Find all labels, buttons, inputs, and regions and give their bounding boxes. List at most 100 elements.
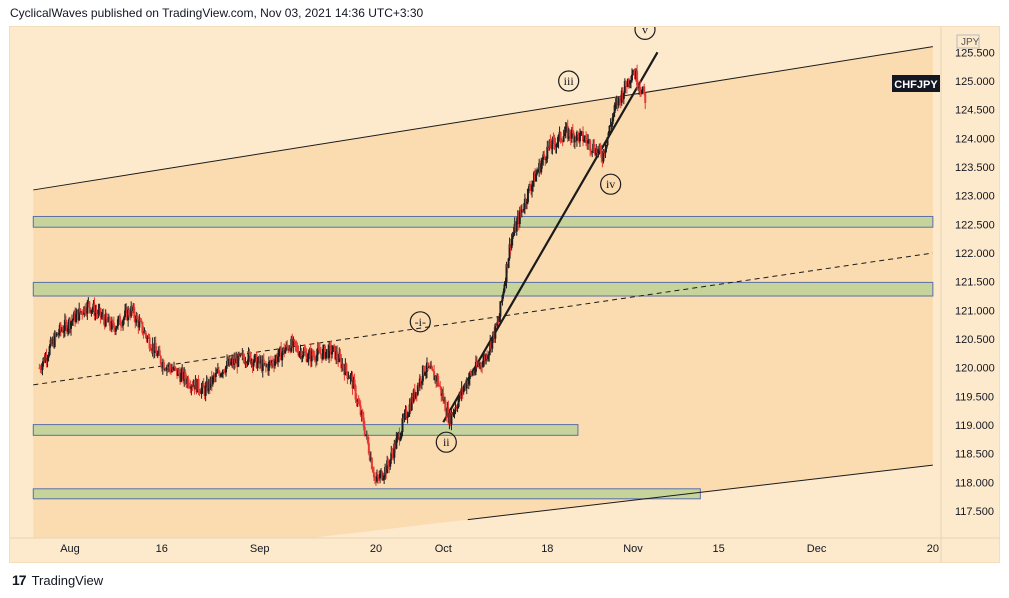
candle-body — [360, 411, 363, 416]
candle-body — [47, 354, 50, 358]
candle-body — [128, 309, 131, 316]
candle-body — [644, 92, 647, 103]
candle-body — [212, 376, 215, 378]
y-tick-label: 125.000 — [955, 76, 995, 88]
candle-body — [640, 91, 643, 94]
candle-body — [220, 373, 223, 375]
candle-body — [76, 310, 79, 314]
candle-body — [550, 147, 553, 150]
candle-body — [627, 78, 630, 84]
candle-body — [503, 284, 506, 292]
candle-body — [407, 414, 410, 417]
candle-body — [464, 384, 467, 389]
candle-body — [344, 363, 347, 375]
candle-body — [291, 338, 294, 347]
candle-body — [152, 344, 155, 353]
candle-body — [217, 369, 220, 374]
candle-body — [261, 359, 264, 371]
candle-body — [40, 369, 43, 371]
candle-body — [365, 434, 368, 436]
candle-body — [117, 316, 120, 320]
candle-body — [224, 371, 227, 373]
y-tick-label: 120.000 — [955, 363, 995, 375]
candle-body — [134, 317, 137, 323]
candle-body — [382, 478, 385, 480]
candle-body — [249, 353, 252, 364]
candle-body — [635, 70, 638, 80]
candle-body — [559, 132, 562, 141]
y-tick-label: 124.500 — [955, 105, 995, 117]
candle-body — [201, 382, 204, 388]
candle-body — [97, 310, 100, 315]
candle-body — [460, 387, 463, 396]
candle-body — [332, 345, 335, 352]
candle-body — [470, 373, 473, 376]
candle-body — [572, 133, 575, 143]
candle-body — [594, 152, 597, 156]
candle-body — [381, 471, 384, 480]
candle-body — [451, 412, 454, 416]
candle-body — [486, 354, 489, 360]
candle-body — [205, 381, 208, 386]
candle-body — [406, 416, 409, 418]
symbol-tag — [892, 75, 940, 92]
candle-body — [196, 378, 199, 393]
candle-body — [260, 360, 263, 371]
candle-body — [286, 344, 289, 347]
candle-body — [55, 332, 58, 336]
candle-body — [633, 72, 636, 74]
candle-body — [230, 361, 233, 365]
candle-body — [192, 385, 195, 387]
candle-body — [150, 350, 153, 352]
candle-body — [551, 138, 554, 150]
candle-body — [528, 186, 531, 190]
candle-body — [147, 336, 150, 338]
candle-body — [135, 315, 138, 323]
wave-label-circle — [634, 27, 656, 40]
candle-body — [556, 142, 559, 145]
candle-body — [615, 100, 618, 104]
candle-body — [38, 367, 41, 369]
candle-body — [403, 413, 406, 419]
candle-body — [536, 172, 539, 174]
candle-body — [591, 151, 594, 153]
candle-body — [103, 319, 106, 327]
candle-body — [587, 140, 590, 144]
candle-body — [595, 148, 598, 156]
candle-body — [614, 103, 617, 106]
candle-body — [579, 131, 582, 133]
candle-body — [377, 476, 380, 478]
candle-body — [250, 360, 253, 364]
candle-body — [187, 378, 190, 387]
candle-body — [59, 324, 62, 331]
candle-body — [81, 311, 84, 315]
candle-body — [558, 132, 561, 136]
candle-body — [434, 376, 437, 381]
y-tick-label: 124.000 — [955, 133, 995, 145]
candle-body — [179, 374, 182, 382]
candle-body — [276, 356, 279, 362]
candle-body — [522, 208, 525, 211]
candle-body — [588, 140, 591, 142]
candle-body — [440, 386, 443, 396]
candle-body — [469, 372, 472, 374]
y-tick-label: 122.500 — [955, 219, 995, 231]
candle-body — [145, 334, 148, 339]
candle-body — [618, 96, 621, 99]
candle-body — [65, 322, 68, 332]
candle-body — [586, 140, 589, 144]
candle-body — [583, 139, 586, 142]
x-tick-label: 20 — [927, 543, 939, 555]
candle-body — [247, 351, 250, 362]
candle-body — [341, 364, 344, 369]
candle-body — [448, 413, 451, 423]
candle-body — [452, 412, 455, 416]
candle-body — [380, 471, 383, 474]
candle-body — [285, 344, 288, 350]
candle-body — [294, 341, 297, 346]
candle-body — [282, 347, 285, 353]
candle-body — [235, 358, 238, 364]
candle-body — [58, 324, 61, 334]
candle-body — [88, 301, 91, 308]
